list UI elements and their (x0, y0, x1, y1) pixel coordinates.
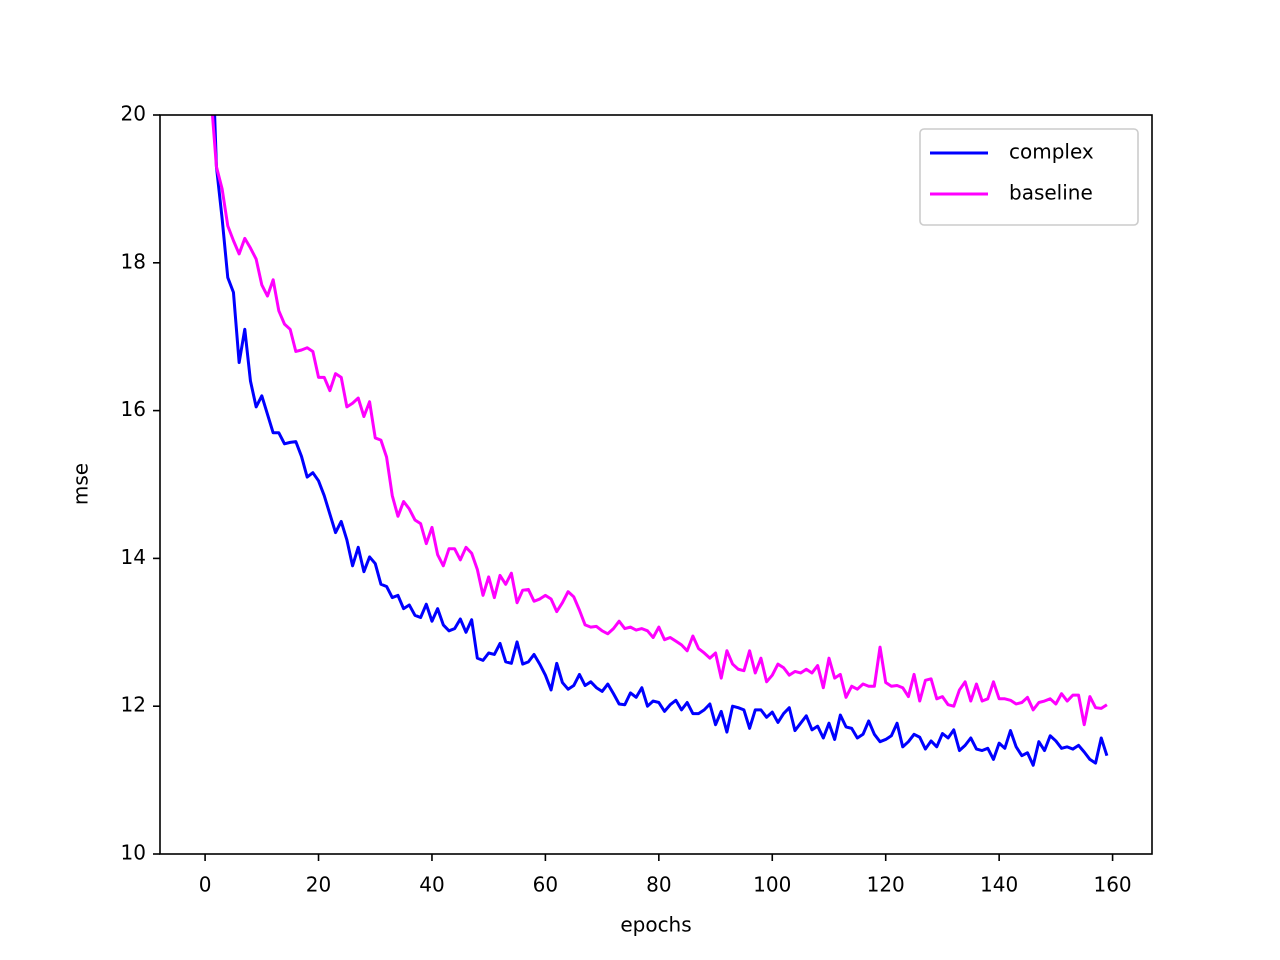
x-tick-label: 20 (306, 873, 331, 897)
x-tick-label: 100 (753, 873, 791, 897)
plot-area (210, 115, 1109, 767)
x-tick-label: 120 (867, 873, 905, 897)
plot-frame (159, 114, 1153, 855)
y-axis-label: mse (69, 463, 93, 505)
y-tick-label: 20 (121, 102, 146, 126)
x-tick-label: 160 (1093, 873, 1131, 897)
series-line (210, 115, 1108, 727)
x-tick-label: 80 (646, 873, 671, 897)
x-tick-label: 0 (199, 873, 212, 897)
y-tick-label: 12 (121, 693, 146, 717)
y-tick-label: 18 (121, 249, 146, 273)
y-tick-label: 16 (121, 397, 146, 421)
y-tick-label: 10 (121, 841, 146, 865)
series-line (213, 115, 1109, 767)
legend-label: complex (1009, 140, 1094, 164)
x-axis-label: epochs (620, 913, 691, 937)
x-tick-label: 140 (980, 873, 1018, 897)
x-tick-label: 40 (419, 873, 444, 897)
x-tick-label: 60 (533, 873, 558, 897)
y-tick-label: 14 (121, 545, 146, 569)
legend-label: baseline (1009, 181, 1093, 205)
